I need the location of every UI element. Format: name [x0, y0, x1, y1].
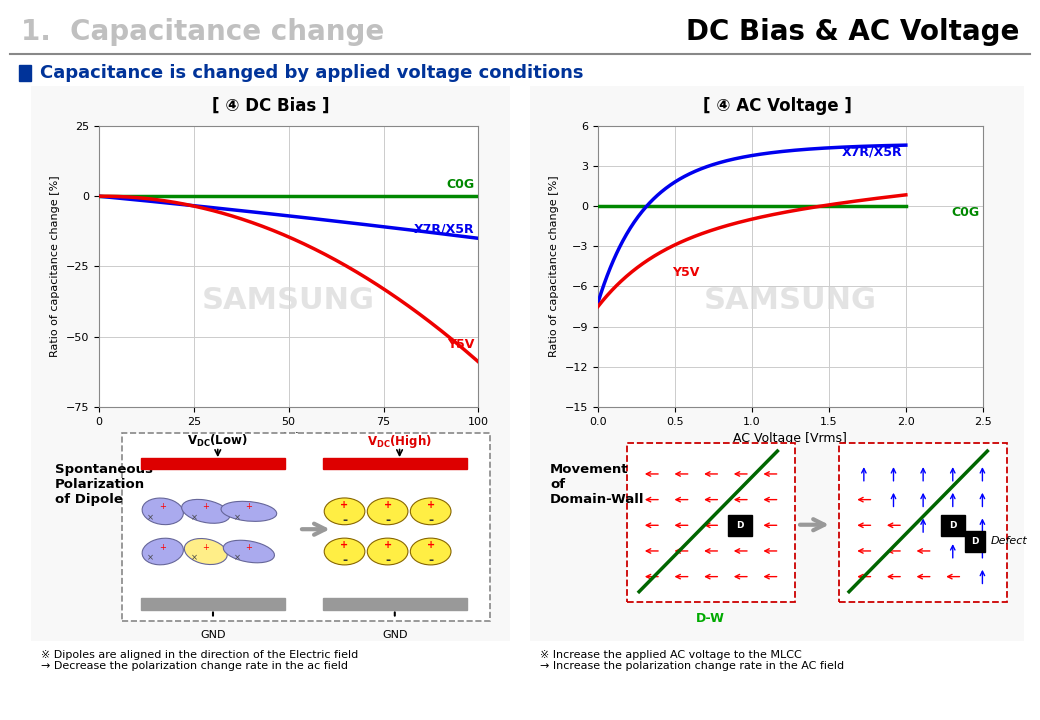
Bar	[941, 515, 965, 536]
Ellipse shape	[224, 540, 275, 563]
Text: ×: ×	[190, 554, 198, 563]
Text: [ ④ DC Bias ]: [ ④ DC Bias ]	[212, 96, 329, 114]
Text: +: +	[426, 540, 435, 550]
Ellipse shape	[184, 539, 228, 564]
Bar	[965, 531, 985, 552]
Ellipse shape	[324, 498, 365, 525]
Text: +: +	[384, 540, 392, 550]
Text: ×: ×	[233, 554, 240, 563]
Ellipse shape	[324, 538, 365, 565]
Bar	[323, 598, 467, 610]
Text: +: +	[426, 500, 435, 510]
Bar	[323, 458, 467, 469]
Text: +: +	[203, 503, 209, 511]
Text: SAMSUNG: SAMSUNG	[704, 286, 877, 315]
Text: 1.  Capacitance change: 1. Capacitance change	[21, 19, 384, 46]
X-axis label: AC Voltage [Vrms]: AC Voltage [Vrms]	[733, 432, 848, 445]
Ellipse shape	[411, 498, 451, 525]
Bar	[728, 515, 752, 536]
Text: V$_\mathregular{DC}$(High): V$_\mathregular{DC}$(High)	[367, 433, 432, 450]
Text: -: -	[385, 554, 390, 567]
Ellipse shape	[367, 538, 408, 565]
Text: Capacitance is changed by applied voltage conditions: Capacitance is changed by applied voltag…	[40, 64, 583, 82]
Text: Defect: Defect	[991, 536, 1028, 546]
Y-axis label: Ratio of capacitance change [%]: Ratio of capacitance change [%]	[549, 176, 560, 357]
Text: ×: ×	[148, 554, 154, 563]
Ellipse shape	[367, 498, 408, 525]
Text: GND: GND	[201, 629, 226, 639]
Text: C0G: C0G	[952, 206, 980, 219]
Text: -: -	[428, 514, 434, 527]
Text: D: D	[971, 537, 979, 546]
Text: ×: ×	[148, 513, 154, 523]
Ellipse shape	[222, 501, 277, 521]
Text: Spontaneous
Polarization
of Dipole: Spontaneous Polarization of Dipole	[55, 463, 153, 506]
Text: -: -	[342, 514, 347, 527]
FancyBboxPatch shape	[26, 81, 515, 647]
FancyBboxPatch shape	[627, 444, 795, 602]
Text: +: +	[159, 543, 166, 552]
Text: ×: ×	[190, 513, 198, 523]
Text: D: D	[736, 521, 744, 530]
Y-axis label: Ratio of capacitance change [%]: Ratio of capacitance change [%]	[50, 176, 60, 357]
Text: +: +	[340, 540, 348, 550]
Text: -: -	[342, 554, 347, 567]
Text: [ ④ AC Voltage ]: [ ④ AC Voltage ]	[703, 96, 852, 114]
Text: D: D	[950, 521, 957, 530]
Text: +: +	[384, 500, 392, 510]
Text: +: +	[203, 543, 209, 552]
Bar	[141, 458, 285, 469]
FancyBboxPatch shape	[122, 433, 491, 621]
Text: -: -	[385, 514, 390, 527]
Text: +: +	[159, 503, 166, 511]
Text: -: -	[428, 554, 434, 567]
Text: X7R/X5R: X7R/X5R	[842, 145, 903, 158]
Text: V$_\mathregular{DC}$(Low): V$_\mathregular{DC}$(Low)	[187, 433, 249, 449]
Text: DC Bias & AC Voltage: DC Bias & AC Voltage	[685, 19, 1019, 46]
Text: Y5V: Y5V	[447, 338, 474, 351]
Text: C0G: C0G	[446, 178, 474, 191]
Ellipse shape	[182, 500, 230, 523]
Text: +: +	[340, 500, 348, 510]
Text: ×: ×	[233, 513, 240, 523]
Text: ※ Increase the applied AC voltage to the MLCC
→ Increase the polarization change: ※ Increase the applied AC voltage to the…	[541, 649, 844, 671]
Text: Y5V: Y5V	[672, 266, 699, 279]
Text: GND: GND	[382, 629, 408, 639]
Ellipse shape	[411, 538, 451, 565]
Text: SAMSUNG: SAMSUNG	[202, 286, 375, 315]
FancyBboxPatch shape	[839, 444, 1007, 602]
Bar	[141, 598, 285, 610]
Text: D-W: D-W	[696, 612, 725, 625]
Text: +: +	[245, 543, 253, 552]
Text: Movement
of
Domain-Wall: Movement of Domain-Wall	[550, 463, 645, 506]
Ellipse shape	[142, 498, 183, 525]
Text: X7R/X5R: X7R/X5R	[414, 222, 474, 235]
Text: ※ Dipoles are aligned in the direction of the Electric field
→ Decrease the pola: ※ Dipoles are aligned in the direction o…	[41, 649, 358, 671]
Ellipse shape	[142, 539, 183, 564]
Text: +: +	[245, 503, 253, 511]
X-axis label: % of rated dc voltage: % of rated dc voltage	[220, 432, 357, 445]
FancyBboxPatch shape	[525, 81, 1030, 647]
